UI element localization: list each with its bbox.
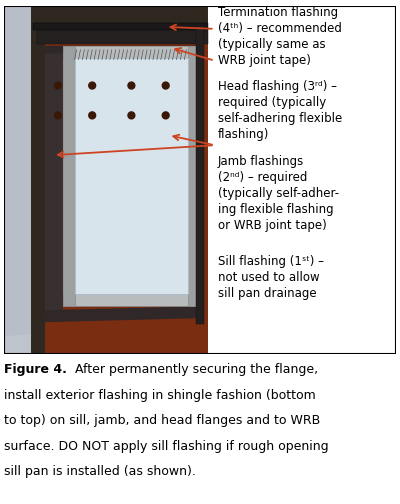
Text: Head flashing (3ʳᵈ) –
required (typically
self-adhering flexible
flashing): Head flashing (3ʳᵈ) – required (typicall… [218,80,342,141]
Text: Jamb flashings
(2ⁿᵈ) – required
(typically self-adher-
ing flexible flashing
or : Jamb flashings (2ⁿᵈ) – required (typical… [218,155,339,232]
Polygon shape [32,6,208,44]
Polygon shape [4,6,208,66]
Polygon shape [4,6,208,354]
Text: Figure 4.: Figure 4. [4,363,67,376]
Bar [74,57,188,294]
Text: Sill flashing (1ˢᵗ) –
not used to allow
sill pan drainage: Sill flashing (1ˢᵗ) – not used to allow … [218,255,324,299]
Text: After permanently securing the flange,: After permanently securing the flange, [71,363,318,376]
Text: install exterior flashing in shingle fashion (bottom: install exterior flashing in shingle fas… [4,389,316,402]
Circle shape [128,82,135,89]
Bar [63,46,74,306]
Circle shape [89,82,96,89]
Bar [188,46,200,306]
Text: sill pan is installed (as shown).: sill pan is installed (as shown). [4,465,196,478]
Circle shape [54,112,61,119]
Text: surface. DO NOT apply sill flashing if rough opening: surface. DO NOT apply sill flashing if r… [4,439,329,453]
Polygon shape [4,6,32,354]
Circle shape [162,112,169,119]
Circle shape [89,112,96,119]
Bar [63,46,200,57]
Text: Termination flashing
(4ᵗʰ) – recommended
(typically same as
WRB joint tape): Termination flashing (4ᵗʰ) – recommended… [218,6,342,67]
Polygon shape [45,306,200,322]
Polygon shape [45,46,200,54]
Bar [63,46,200,306]
Circle shape [128,112,135,119]
Bar [34,23,208,30]
Polygon shape [4,322,208,354]
Circle shape [162,82,169,89]
Text: to top) on sill, jamb, and head flanges and to WRB: to top) on sill, jamb, and head flanges … [4,414,320,427]
Polygon shape [32,6,208,354]
Bar [196,26,204,324]
Polygon shape [32,6,45,354]
Bar [37,28,208,44]
Polygon shape [45,46,63,322]
Circle shape [54,82,61,89]
Bar [63,294,200,306]
